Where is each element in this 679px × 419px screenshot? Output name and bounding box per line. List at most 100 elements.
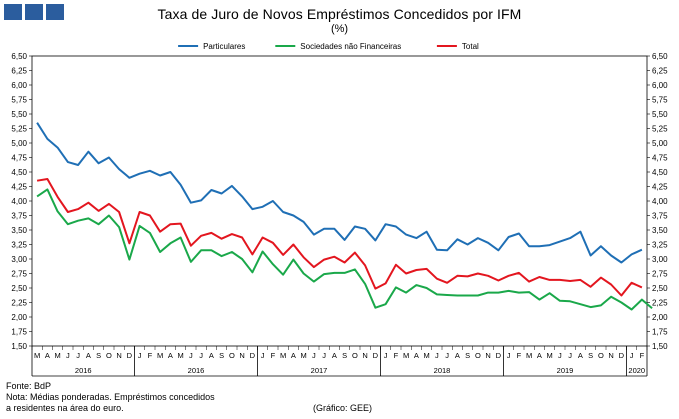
x-month-label: N [362, 351, 367, 360]
x-year-label: 2018 [434, 366, 451, 375]
x-month-label: J [199, 351, 203, 360]
y-tick-label-right: 5,00 [652, 139, 668, 148]
x-year-label: 2016 [188, 366, 205, 375]
y-tick-label-right: 5,50 [652, 110, 668, 119]
x-month-label: F [148, 351, 153, 360]
x-month-label: N [116, 351, 121, 360]
x-month-label: M [55, 351, 61, 360]
y-tick-label-left: 4,75 [11, 154, 27, 163]
y-tick-label-right: 6,25 [652, 67, 668, 76]
x-month-label: J [435, 351, 439, 360]
x-year-label: 2016 [75, 366, 92, 375]
y-tick-label-left: 5,25 [11, 125, 27, 134]
x-month-label: O [598, 351, 604, 360]
y-tick-label-left: 2,25 [11, 299, 27, 308]
note-line-2: a residentes na área do euro. [6, 403, 124, 413]
x-month-label: M [547, 351, 553, 360]
x-month-label: M [34, 351, 40, 360]
x-month-label: N [608, 351, 613, 360]
x-month-label: J [66, 351, 70, 360]
x-month-label: D [496, 351, 502, 360]
x-month-label: A [45, 351, 50, 360]
note-line-1: Nota: Médias ponderadas. Empréstimos con… [6, 392, 215, 402]
x-month-label: M [403, 351, 409, 360]
y-tick-label-left: 5,75 [11, 96, 27, 105]
x-month-label: A [86, 351, 91, 360]
x-month-label: M [178, 351, 184, 360]
y-tick-label-left: 4,25 [11, 183, 27, 192]
x-month-label: J [445, 351, 449, 360]
x-month-label: S [588, 351, 593, 360]
x-month-label: M [301, 351, 307, 360]
x-month-label: S [96, 351, 101, 360]
chart-subtitle: (%) [330, 23, 349, 35]
y-tick-label-right: 3,25 [652, 241, 668, 250]
y-tick-label-left: 3,50 [11, 226, 27, 235]
x-month-label: J [558, 351, 562, 360]
y-tick-label-right: 1,75 [652, 328, 668, 337]
y-tick-label-left: 6,25 [11, 67, 27, 76]
y-tick-label-right: 1,50 [652, 342, 668, 351]
series-line-total [36, 178, 643, 297]
x-month-label: A [332, 351, 337, 360]
x-month-label: J [384, 351, 388, 360]
x-month-label: J [312, 351, 316, 360]
x-month-label: F [517, 351, 522, 360]
y-tick-label-left: 4,00 [11, 197, 27, 206]
x-month-label: J [322, 351, 326, 360]
y-tick-label-right: 4,75 [652, 154, 668, 163]
x-month-label: S [465, 351, 470, 360]
logo-block [46, 4, 64, 20]
y-tick-label-right: 2,50 [652, 284, 668, 293]
y-tick-label-left: 2,00 [11, 313, 27, 322]
y-tick-label-left: 5,00 [11, 139, 27, 148]
x-month-label: M [424, 351, 430, 360]
x-year-label: 2020 [628, 366, 645, 375]
x-month-label: A [209, 351, 214, 360]
y-tick-label-left: 6,00 [11, 81, 27, 90]
x-year-label: 2019 [557, 366, 574, 375]
x-month-label: A [578, 351, 583, 360]
x-month-label: A [291, 351, 296, 360]
x-month-label: D [250, 351, 256, 360]
x-month-label: D [127, 351, 133, 360]
x-month-label: F [394, 351, 399, 360]
x-month-label: M [280, 351, 286, 360]
y-tick-label-right: 3,50 [652, 226, 668, 235]
y-tick-label-left: 3,25 [11, 241, 27, 250]
y-tick-label-right: 5,75 [652, 96, 668, 105]
y-tick-label-right: 2,25 [652, 299, 668, 308]
x-year-label: 2017 [311, 366, 328, 375]
x-month-label: A [455, 351, 460, 360]
series-line-particulares [36, 122, 643, 264]
x-month-label: A [414, 351, 419, 360]
x-month-label: J [507, 351, 511, 360]
x-month-label: J [76, 351, 80, 360]
y-tick-label-right: 4,25 [652, 183, 668, 192]
x-month-label: J [630, 351, 634, 360]
y-tick-label-left: 6,50 [11, 52, 27, 61]
legend-label: Total [462, 42, 479, 51]
y-tick-label-left: 1,75 [11, 328, 27, 337]
x-month-label: O [352, 351, 358, 360]
y-tick-label-right: 2,00 [652, 313, 668, 322]
y-tick-label-right: 4,50 [652, 168, 668, 177]
x-month-label: M [157, 351, 163, 360]
x-month-label: J [261, 351, 265, 360]
x-month-label: A [168, 351, 173, 360]
series-line-sociedades-n-o-financeiras [36, 188, 653, 311]
logo [4, 4, 64, 20]
x-month-label: J [568, 351, 572, 360]
y-tick-label-right: 6,00 [652, 81, 668, 90]
x-month-label: O [475, 351, 481, 360]
x-month-label: J [189, 351, 193, 360]
y-tick-label-left: 2,75 [11, 270, 27, 279]
y-tick-label-right: 3,75 [652, 212, 668, 221]
x-month-label: O [229, 351, 235, 360]
x-month-label: O [106, 351, 112, 360]
logo-block [25, 4, 43, 20]
x-month-label: A [537, 351, 542, 360]
x-month-label: D [373, 351, 379, 360]
y-tick-label-right: 6,50 [652, 52, 668, 61]
x-month-label: J [138, 351, 142, 360]
